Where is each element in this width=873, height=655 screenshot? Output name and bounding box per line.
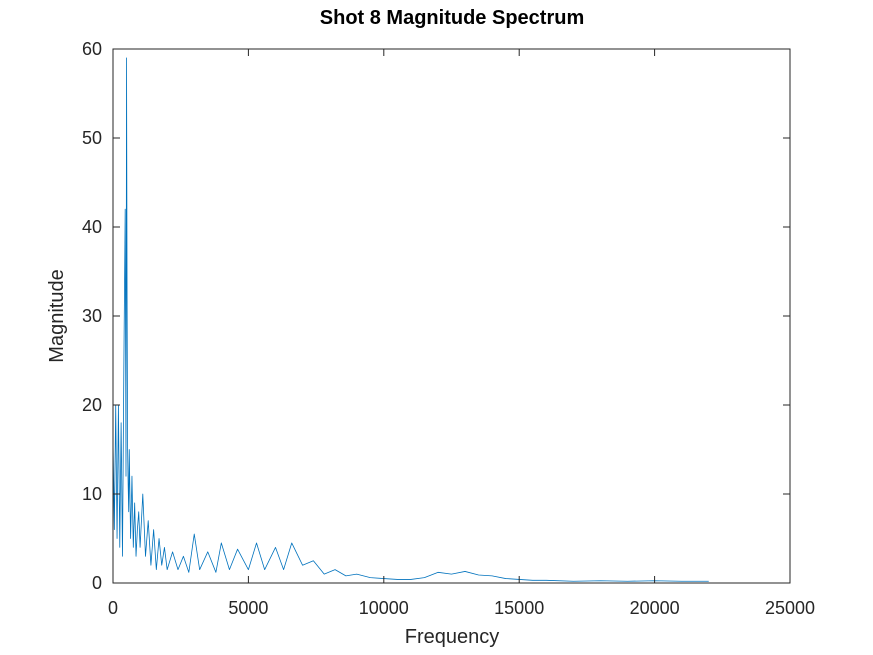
x-tick-label: 0	[108, 598, 118, 618]
y-tick-label: 60	[82, 39, 102, 59]
chart-title: Shot 8 Magnitude Spectrum	[320, 7, 584, 29]
y-tick-label: 50	[82, 128, 102, 148]
y-axis-title: Magnitude	[46, 269, 68, 362]
y-tick-label: 20	[82, 395, 102, 415]
x-tick-label: 15000	[494, 598, 544, 618]
plot-area	[112, 49, 790, 583]
plot-background	[113, 49, 790, 583]
y-tick-label: 10	[82, 484, 102, 504]
y-tick-label: 0	[92, 573, 102, 593]
x-tick-label: 25000	[765, 598, 815, 618]
y-tick-label: 40	[82, 217, 102, 237]
x-tick-label: 5000	[228, 598, 268, 618]
axes: 0 5000 10000 15000 20000 25000 0 10 20 30 40 50 60	[82, 39, 815, 618]
x-tick-label: 10000	[359, 598, 409, 618]
series-line-0	[112, 57, 709, 582]
y-tick-label: 30	[82, 306, 102, 326]
x-tick-label: 20000	[630, 598, 680, 618]
x-axis-title: Frequency	[405, 626, 500, 648]
